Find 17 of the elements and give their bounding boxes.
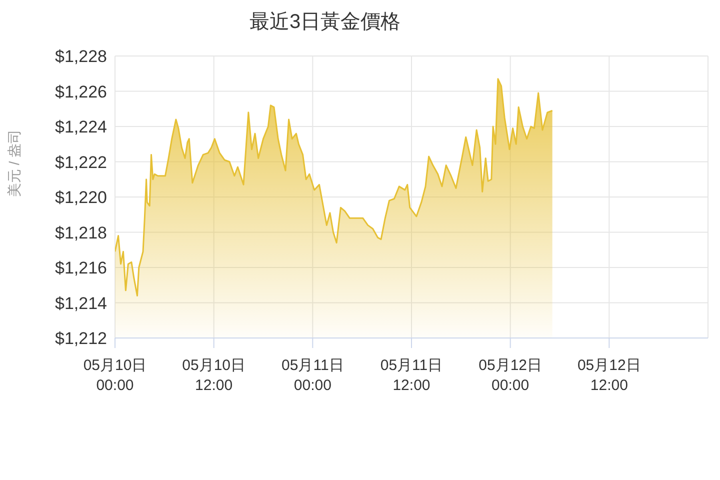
x-tick-label: 05月12日 12:00 [577, 357, 641, 394]
y-tick-label: $1,222 [55, 152, 107, 172]
y-tick-label: $1,214 [55, 294, 107, 313]
y-tick-label: $1,220 [55, 188, 107, 208]
y-tick-label: $1,218 [55, 223, 107, 242]
y-tick-label: $1,224 [55, 118, 107, 137]
x-tick-label: 05月10日 12:00 [182, 357, 246, 394]
x-tick-label: 05月10日 00:00 [83, 357, 147, 394]
y-tick-label: $1,212 [55, 329, 107, 348]
y-tick-label: $1,216 [55, 258, 107, 278]
y-axis-title: 美元 / 盎司 [6, 129, 22, 197]
y-tick-label: $1,226 [55, 82, 107, 102]
y-tick-label: $1,228 [55, 47, 107, 66]
x-tick-label: 05月12日 00:00 [478, 357, 542, 394]
x-tick-label: 05月11日 12:00 [380, 357, 443, 394]
x-tick-label: 05月11日 00:00 [282, 357, 344, 394]
chart-title: 最近3日黃金價格 [248, 10, 402, 35]
